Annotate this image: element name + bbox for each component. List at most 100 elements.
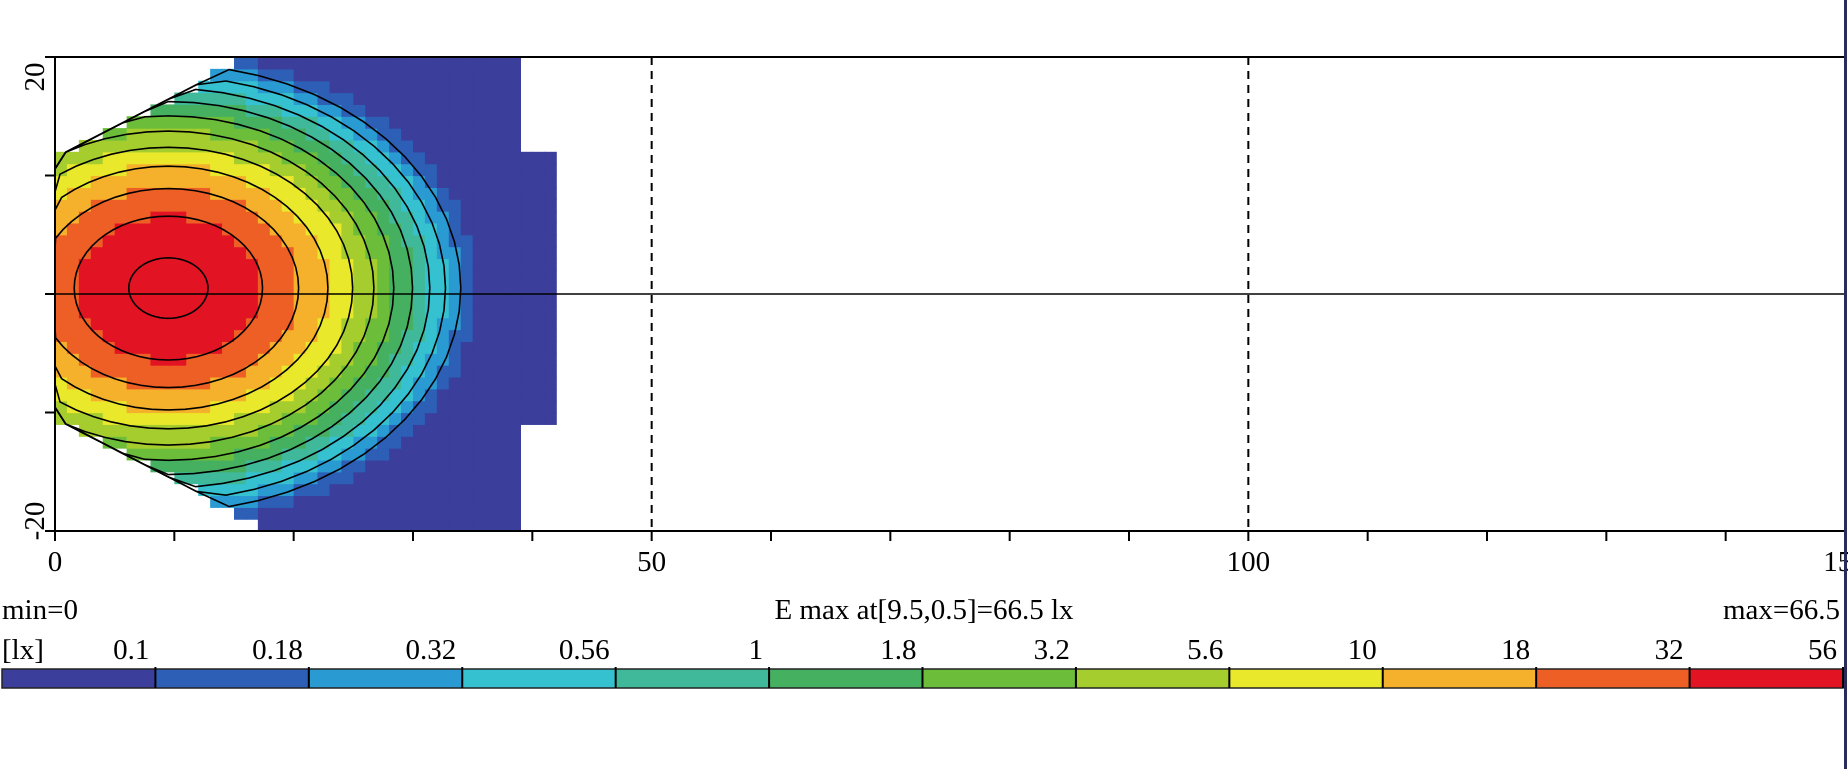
heatmap-cell [460,365,474,378]
heatmap-cell [448,365,462,378]
heatmap-cell [532,175,545,188]
heatmap-cell [174,282,187,295]
heatmap-cell [508,305,521,319]
heatmap-cell [365,400,378,414]
heatmap-cell [210,294,223,307]
heatmap-cell [150,128,163,141]
heatmap-cell [114,365,128,378]
heatmap-cell [520,400,533,414]
heatmap-cell [484,151,498,165]
heatmap-cell [269,294,283,307]
heatmap-cell [317,234,331,248]
heatmap-cell [508,388,521,402]
heatmap-cell [544,388,557,402]
heatmap-cell [341,400,354,414]
heatmap-cell [460,341,474,354]
heatmap-cell [150,282,163,295]
heatmap-cell [484,329,498,342]
heatmap-cell [436,282,450,295]
heatmap-cell [532,282,545,295]
colorbar: 0.1 0.18 0.32 0.56 1 1.8 3.2 5.6 10 18 32 56 [1,634,1844,689]
heatmap-cell [281,495,295,508]
heatmap-cell [90,341,104,354]
heatmap-cell [162,305,175,319]
heatmap-cell [305,507,319,520]
heatmap-cell [66,270,80,283]
heatmap-cell [496,116,510,129]
heatmap-cell [365,483,378,497]
heatmap-cell [365,187,378,200]
heatmap-cell [317,400,331,414]
heatmap-cell [245,187,259,200]
heatmap-cell [484,459,498,473]
heatmap-cell [257,175,271,188]
heatmap-cell [341,57,354,70]
heatmap-cell [293,199,307,212]
heatmap-cell [210,116,223,129]
heatmap-cell [508,341,521,354]
heatmap-cell [389,104,402,117]
heatmap-cell [317,341,331,354]
heatmap-cell [102,400,116,414]
heatmap-cell [508,234,521,248]
heatmap-cell [389,471,402,485]
heatmap-cell [460,151,474,165]
heatmap-cell [162,424,175,437]
heatmap-cell [365,294,378,307]
heatmap-cell [234,270,247,283]
heatmap-cell [341,341,354,354]
heatmap-cell [186,128,199,141]
heatmap-cell [222,424,235,437]
heatmap-cell [496,294,510,307]
heatmap-cell [413,139,426,153]
heatmap-cell [114,222,128,236]
heatmap-cell [55,222,68,236]
heatmap-cell [305,187,319,200]
heatmap-cell [281,424,295,437]
heatmap-cell [353,507,366,520]
heatmap-cell [162,175,175,188]
heatmap-cell [472,471,486,485]
heatmap-cell [186,365,199,378]
heatmap-cell [102,270,116,283]
heatmap-cell [269,495,283,508]
heatmap-cell [544,270,557,283]
heatmap-cell [389,187,402,200]
heatmap-cell [532,317,545,331]
heatmap-cell [162,151,175,165]
heatmap-cell [245,365,259,378]
heatmap-cell [448,424,462,437]
heatmap-cell [234,92,247,105]
heatmap-cell [114,128,128,141]
heatmap-cell [293,68,307,82]
heatmap-cell [341,246,354,260]
heatmap-cell [436,365,450,378]
heatmap-cell [317,151,331,165]
heatmap-cell [245,282,259,295]
heatmap-cell [496,400,510,414]
heatmap-cell [353,483,366,497]
heatmap-cell [174,187,187,200]
heatmap-cell [377,448,390,461]
heatmap-cell [174,246,187,260]
heatmap-cell [222,317,235,331]
heatmap-cell [138,412,152,425]
heatmap-cell [55,294,68,307]
heatmap-cell [460,495,474,508]
heatmap-cell [424,57,438,70]
heatmap-cell [508,436,521,449]
heatmap-cell [389,365,402,378]
heatmap-cell [281,270,295,283]
heatmap-cell [389,424,402,437]
heatmap-cell [532,222,545,236]
heatmap-cell [448,519,462,531]
heatmap-cell [162,412,175,425]
heatmap-cell [436,151,450,165]
heatmap-cell [436,270,450,283]
heatmap-cell [365,92,378,105]
heatmap-cell [341,68,354,82]
heatmap-cell [496,57,510,70]
heatmap-cell [365,495,378,508]
heatmap-cell [198,246,211,260]
heatmap-cell [210,459,223,473]
